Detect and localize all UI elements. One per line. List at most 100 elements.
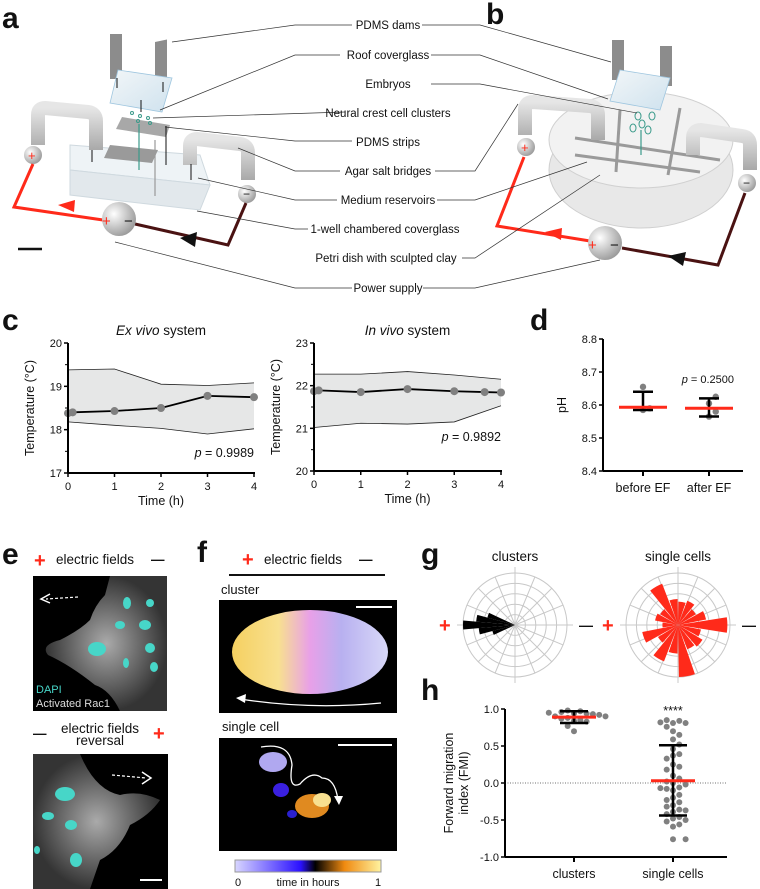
rose-wedge	[478, 625, 515, 635]
y-tick-label: 22	[296, 381, 308, 393]
power-supply-b	[588, 226, 622, 260]
plus-sign-b: +	[521, 140, 529, 155]
sd-band	[68, 369, 254, 434]
rose-wedge	[678, 625, 701, 637]
data-point	[403, 385, 412, 394]
leader-lines	[114, 24, 638, 289]
data-point	[480, 388, 489, 397]
y-tick-label: 17	[50, 468, 62, 480]
e-bottom-plus: +	[153, 723, 165, 745]
e-top-header: electric fields	[56, 552, 134, 567]
panel-label-d: d	[530, 304, 548, 337]
label-roof-coverglass: Roof coverglass	[347, 50, 430, 62]
data-point	[670, 728, 676, 735]
data-point	[670, 836, 676, 843]
agar-salt-bridge-left-b	[518, 95, 605, 140]
chart-title-rest: system	[404, 323, 451, 338]
p-value-annotation: p = 0.9989	[194, 446, 254, 460]
p-label: p	[441, 430, 449, 444]
chart-title-italic: Ex vivo	[116, 323, 160, 338]
pdms-dam-right-b	[660, 46, 672, 86]
grid-spoke	[514, 624, 536, 674]
e-top-minus: —	[151, 552, 165, 567]
single-cell-label: single cell	[222, 719, 279, 734]
data-point	[676, 791, 683, 798]
data-point	[676, 731, 683, 738]
grid-spoke	[494, 576, 516, 626]
rose-minus: —	[579, 617, 593, 633]
y-tick-label: 8.7	[582, 367, 597, 379]
chart-ph: before EF after EF 8.4 8.5 8.6 8.7 8.8 pH p = 0.…	[555, 334, 743, 495]
data-point	[68, 408, 77, 417]
data-point	[110, 407, 119, 416]
panel-e: + electric fields — DAPI Activated Rac1 …	[33, 550, 168, 889]
rose-wedge	[650, 583, 678, 625]
data-point	[314, 386, 323, 395]
data-point	[356, 388, 365, 397]
rose-wedge	[657, 625, 678, 643]
label-pdms-dams: PDMS dams	[356, 20, 421, 32]
y-tick-label: 0.5	[484, 741, 499, 753]
x-axis-label: Time (h)	[138, 494, 184, 508]
panel-label-c: c	[2, 304, 19, 337]
y-axis-label: Temperature (°C)	[269, 359, 283, 455]
pdms-dam-right	[155, 39, 167, 88]
data-point	[657, 719, 664, 726]
rose-title: single cells	[645, 549, 711, 564]
legend-activated-rac1: Activated Rac1	[36, 698, 110, 710]
category-label: single cells	[642, 867, 703, 881]
rose-wedge	[678, 601, 686, 625]
e-bottom-header-line2: reversal	[76, 733, 124, 748]
rose-wedge	[678, 625, 695, 677]
data-point	[676, 717, 683, 724]
data-point	[676, 799, 683, 806]
data-point	[250, 393, 258, 402]
data-point	[682, 817, 689, 823]
y-tick-label: 8.4	[582, 466, 597, 478]
category-label: before EF	[616, 481, 671, 495]
x-tick-label: 0	[65, 481, 71, 493]
rose-plot-clusters: clusters + —	[439, 549, 593, 683]
minus-sign: −	[243, 187, 250, 201]
rose-wedge	[653, 625, 678, 662]
power-plus-sign-b: +	[588, 237, 597, 254]
data-point	[157, 404, 165, 412]
data-point	[670, 720, 676, 727]
x-tick-label: 1	[111, 481, 117, 493]
y-tick-label: 18	[50, 425, 62, 437]
ex-vivo-chamber-diagram: + − + −	[11, 34, 256, 251]
rose-wedge	[669, 599, 678, 625]
y-tick-label: 0.0	[484, 778, 499, 790]
rose-wedge	[678, 611, 707, 625]
data-point	[682, 807, 689, 814]
y-tick-label: 8.5	[582, 433, 597, 445]
data-point	[676, 821, 683, 828]
p-value: = 0.9989	[202, 446, 255, 460]
neural-crest-clusters	[130, 111, 152, 125]
data-point	[596, 711, 603, 718]
y-tick-label: -0.5	[480, 815, 499, 827]
label-pdms-strips: PDMS strips	[356, 137, 420, 149]
y-tick-label: -1.0	[480, 852, 499, 864]
data-point	[663, 766, 670, 773]
p-value-annotation: p = 0.2500	[681, 374, 734, 386]
sd-lower-line	[313, 405, 502, 428]
sd-band	[314, 371, 501, 428]
label-power-supply: Power supply	[353, 283, 422, 295]
minus-sign-b: −	[743, 176, 750, 190]
p-value-annotation: p = 0.9892	[441, 430, 501, 444]
rose-wedge	[668, 625, 678, 654]
x-tick-label: 0	[311, 479, 317, 491]
cluster-label: cluster	[221, 582, 260, 597]
y-tick-label: 21	[296, 423, 308, 435]
electrode-positive	[24, 146, 42, 164]
rose-wedge	[476, 614, 515, 625]
data-point	[670, 823, 676, 830]
panel-label-a: a	[2, 2, 19, 35]
rose-plot-single-cells: single cells + —	[602, 549, 756, 683]
current-arrow-positive	[58, 200, 75, 212]
y-tick-label: 23	[296, 338, 308, 350]
y-axis-label: pH	[555, 397, 569, 413]
rose-wedge	[678, 617, 728, 633]
